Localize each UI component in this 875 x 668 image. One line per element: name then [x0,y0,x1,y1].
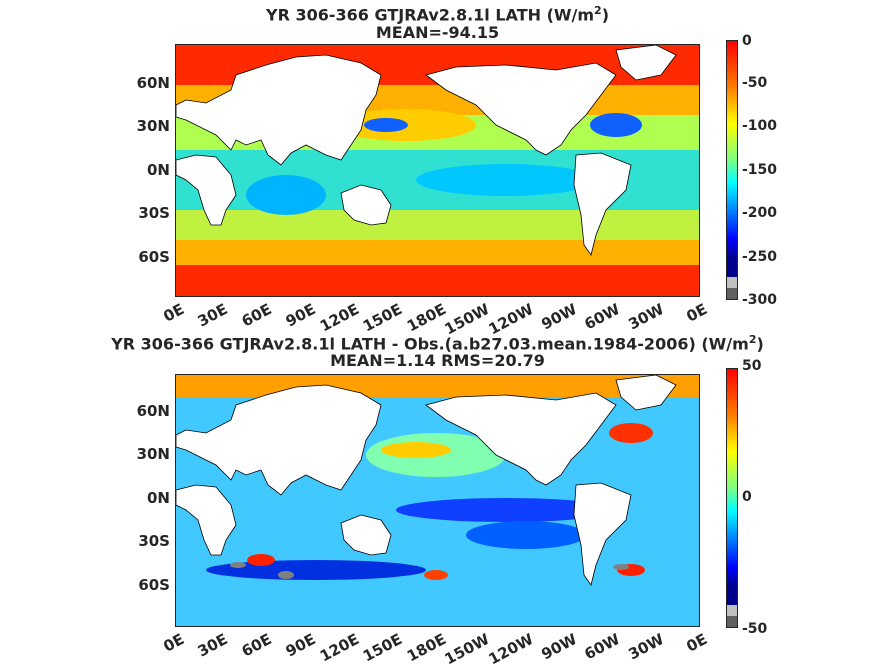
cbar2-tick-0: 50 [742,358,762,374]
colorbar-1-gradient [727,41,737,277]
panel-2-lon-label-7: 150W [441,630,493,668]
australia [340,184,392,226]
north-america [425,62,617,156]
eq-cold-band [396,498,616,522]
panel-2-lon-label-9: 90W [538,630,580,664]
panel-1-lon-label-11: 30W [625,300,667,334]
panel-1-title: YR 306-366 GTJRAv2.8.1l LATH (W/m2) [0,1,875,25]
cbar1-tick-1: -50 [742,75,768,91]
panel-1-lon-label-10: 60W [581,300,624,334]
lat-label-0n: 0N [147,161,170,179]
lat-label-30n: 30N [136,445,170,463]
greenland [615,375,677,411]
panel-2-map-svg [176,375,699,626]
cbar1-tick-5: -250 [742,249,778,265]
missing-data-areas [230,562,629,579]
lat-label-30s: 30S [138,204,170,222]
panel-2-subtitle: MEAN=1.14 RMS=20.79 [330,351,545,370]
lat-label-0n: 0N [147,489,170,507]
panel-1-title-text: YR 306-366 GTJRAv2.8.1l LATH (W/m [265,5,595,25]
australia [340,514,392,556]
panel-2-lon-label-5: 150E [360,630,406,666]
sepac-cold [466,521,586,549]
cbar2-tick-1: 0 [742,489,752,505]
north-america [425,392,617,486]
colorbar-2-light-gray [727,605,737,616]
panel-1-map-svg [176,45,699,296]
panel-2-colorbar-svg [727,369,737,627]
lat-label-60s: 60S [138,248,170,266]
panel-1-lon-label-1: 30E [195,300,232,331]
panel-2-lon-label-12: 0E [683,630,711,656]
land-masses [176,375,677,586]
lat-label-60n: 60N [136,402,170,420]
cbar1-tick-0: 0 [742,33,752,49]
panel-2-title-close: ) [756,334,764,354]
panel-2-title-text: YR 306-366 GTJRAv2.8.1l LATH - Obs.(a.b2… [111,334,749,354]
africa [176,484,237,556]
panel-1-lon-label-12: 0E [683,300,711,326]
panel-2-lon-label-4: 120E [316,630,362,666]
ocean-southern [176,265,699,296]
panel-2-map [175,374,700,627]
missing-patch [613,564,629,570]
cbar2-tick-2: -50 [742,621,768,637]
missing-patch [230,562,246,568]
panel-2-title-sup: 2 [748,333,757,346]
spac-warm [424,570,448,580]
panel-1-lon-label-9: 90W [538,300,580,334]
npac-warm [381,442,451,458]
panel-1-lon-label-3: 90E [282,300,319,331]
cbar1-tick-6: -300 [742,292,778,308]
lat-label-30s: 30S [138,532,170,550]
lat-label-60s: 60S [138,576,170,594]
ocean-s-subtrop [176,210,699,240]
south-america [573,482,632,586]
lat-label-60n: 60N [136,74,170,92]
colorbar-2-dark-gray [727,616,737,627]
greenland [615,45,677,81]
ocean-s-midlat [176,240,699,265]
panel-2-lon-label-8: 120W [485,630,537,668]
panel-1-title-close: ) [601,5,610,25]
agulhas-warm [247,554,275,566]
panel-2-lon-label-0: 0E [160,630,188,656]
tropic-blue-patch [416,164,596,196]
cbar1-tick-4: -200 [742,205,778,221]
kuroshio-patch [364,118,408,132]
land-masses [176,45,677,256]
panel-2-title: YR 306-366 GTJRAv2.8.1l LATH - Obs.(a.b2… [0,330,875,354]
panel-2-lon-label-11: 30W [625,630,667,664]
panel-1-title-sup: 2 [594,4,602,17]
panel-1-map [175,44,700,297]
panel-2-lon-label-6: 180E [403,630,449,666]
panel-1-subtitle: MEAN=-94.15 [375,23,500,42]
colorbar-1-dark-gray [727,288,737,299]
panel-2-lon-label-10: 60W [581,630,624,664]
cbar1-tick-3: -150 [742,162,778,178]
africa [176,154,237,226]
indian-patch [246,175,326,215]
panel-1-colorbar [726,40,738,300]
cbar1-tick-2: -100 [742,118,778,134]
panel-1-lon-label-2: 60E [238,300,275,331]
gulfstream-patch [590,113,642,137]
gulfstream-warm [609,423,653,443]
colorbar-2-gradient [727,369,737,605]
eurasia [176,384,382,496]
lat-label-30n: 30N [136,117,170,135]
panel-2-colorbar [726,368,738,628]
south-america [573,152,632,256]
panel-1-lon-label-0: 0E [160,300,188,326]
colorbar-1-light-gray [727,277,737,288]
panel-1-colorbar-svg [727,41,737,299]
missing-patch [278,571,294,579]
eurasia [176,54,382,166]
